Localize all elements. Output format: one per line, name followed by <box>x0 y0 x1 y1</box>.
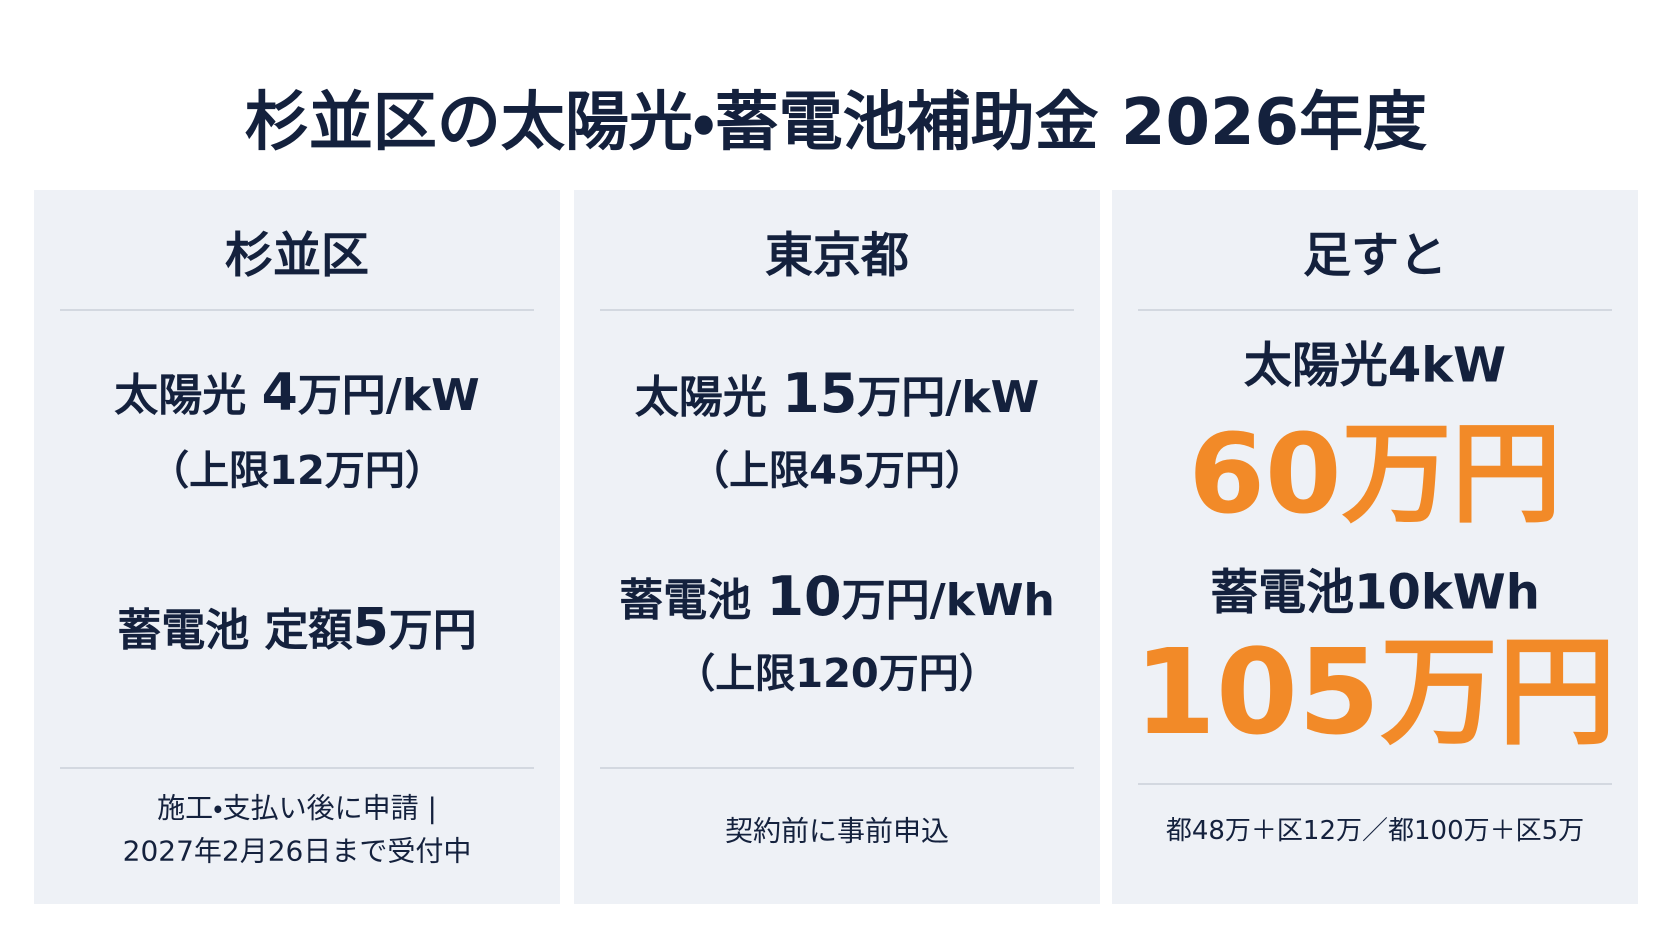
note-line: 契約前に事前申込 <box>724 814 949 848</box>
column-line: 60万円 <box>1112 411 1638 538</box>
note-line: 2027年2月26日まで受付中 <box>122 835 472 868</box>
line-part: （上限45万円） <box>689 448 985 494</box>
line-part: 万円/kW <box>297 370 480 422</box>
line-part: 万円/kWh <box>841 574 1055 626</box>
line-part: 蓄電池 <box>619 574 767 626</box>
line-part: 蓄電池 定額 <box>117 605 353 657</box>
line-part: 105万円 <box>1133 623 1617 762</box>
column-note: 施工・支払い後に申請 | 2027年2月26日まで受付中 <box>34 787 560 874</box>
line-part: 5 <box>352 598 389 659</box>
divider <box>1138 783 1612 785</box>
divider <box>60 309 534 311</box>
line-part: 15 <box>782 361 858 425</box>
column-heading: 杉並区 <box>224 227 369 284</box>
column-note: 都48万＋区12万／都100万＋区5万 <box>1112 811 1638 851</box>
column-line: （上限45万円） <box>574 448 1100 494</box>
divider <box>600 309 1074 311</box>
column-line: 蓄電池 定額5万円 <box>34 598 560 659</box>
column-line: 105万円 <box>1112 623 1638 762</box>
line-part: 4 <box>261 363 298 424</box>
line-part: 太陽光 <box>114 370 262 422</box>
line-part: 60万円 <box>1188 409 1562 538</box>
page-title: 杉並区の太陽光・蓄電池補助金 2026年度 <box>244 86 1428 160</box>
note-line: 都48万＋区12万／都100万＋区5万 <box>1165 815 1585 846</box>
column-line: 蓄電池10kWh <box>1112 565 1638 620</box>
column-line: （上限12万円） <box>34 448 560 494</box>
divider <box>1138 309 1612 311</box>
line-part: 蓄電池10kWh <box>1210 564 1540 621</box>
divider <box>60 767 534 769</box>
column-line: 蓄電池 10万円/kWh <box>574 564 1100 628</box>
column-card: 杉並区太陽光 4万円/kW （上限12万円） 蓄電池 定額5万円施工・支払い後に申請… <box>34 190 560 904</box>
column-line: 太陽光 4万円/kW <box>34 363 560 424</box>
line-part: 太陽光4kW <box>1243 337 1507 394</box>
column-heading: 足すと <box>1302 227 1447 284</box>
column-note: 契約前に事前申込 <box>574 809 1100 852</box>
column-line: 太陽光 15万円/kW <box>574 361 1100 425</box>
line-part: 太陽光 <box>634 371 783 423</box>
column-line: 太陽光4kW <box>1112 338 1638 393</box>
column-card: 足すと太陽光4kW 60万円蓄電池10kWh 105万円都48万＋区12万／都100… <box>1112 190 1638 904</box>
line-part: （上限12万円） <box>149 448 445 494</box>
line-part: 万円 <box>388 605 477 657</box>
column-card: 東京都太陽光 15万円/kW （上限45万円） 蓄電池 10万円/kWh （上限120… <box>574 190 1100 904</box>
line-part: （上限120万円） <box>675 651 999 697</box>
divider <box>600 767 1074 769</box>
column-line: （上限120万円） <box>574 651 1100 697</box>
line-part: 10 <box>766 564 842 628</box>
column-heading: 東京都 <box>764 227 909 284</box>
line-part: 万円/kW <box>857 371 1040 423</box>
note-line: 施工・支払い後に申請 | <box>157 791 437 825</box>
